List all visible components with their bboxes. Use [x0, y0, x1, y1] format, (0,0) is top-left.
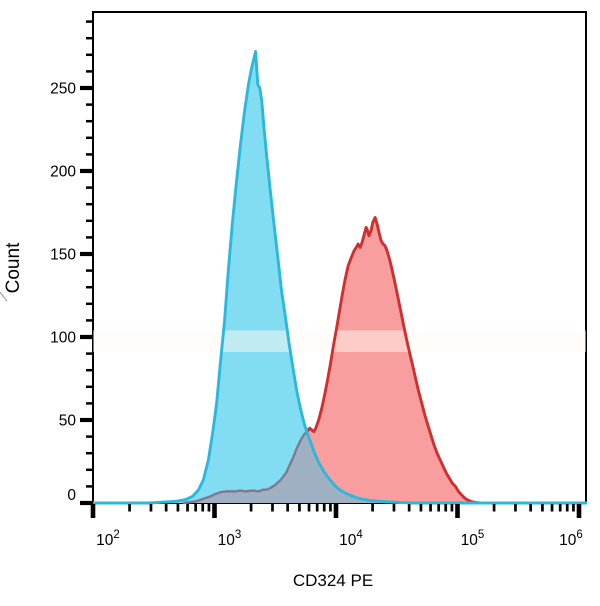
- y-axis-title: Count: [3, 242, 24, 294]
- cyan-curve: [92, 50, 587, 505]
- x-tick-exponent: 3: [235, 529, 241, 541]
- x-tick-base: 10: [461, 532, 479, 549]
- red-fill: [93, 217, 587, 504]
- x-tick-label: 105: [461, 529, 485, 549]
- x-tick-exponent: 6: [576, 529, 582, 541]
- x-tick-base: 10: [559, 532, 577, 549]
- x-tick-label: 103: [218, 529, 242, 549]
- x-tick-base: 10: [339, 532, 357, 549]
- red-curve-tail: [182, 427, 311, 505]
- x-tick-exponent: 2: [113, 529, 119, 541]
- x-tick-base: 10: [96, 532, 114, 549]
- x-axis-title: CD324 PE: [292, 571, 374, 590]
- y-tick-label: 200: [50, 164, 76, 181]
- x-tick-label: 104: [339, 529, 363, 549]
- y-tick-label: 0: [67, 487, 76, 504]
- y-tick-label: 150: [50, 247, 76, 264]
- x-tick-exponent: 5: [478, 529, 484, 541]
- x-tick-exponent: 4: [356, 529, 363, 541]
- stray-mark: [0, 291, 8, 302]
- x-tick-base: 10: [218, 532, 236, 549]
- fill-layer: [93, 51, 587, 504]
- highlight-band: [93, 330, 586, 352]
- red-curve: [305, 216, 482, 505]
- y-tick-label: 250: [50, 81, 76, 98]
- stroke-layer: [92, 50, 587, 505]
- y-tick-label: 50: [59, 413, 77, 430]
- x-tick-label: 106: [559, 529, 583, 549]
- y-tick-label: 100: [50, 330, 76, 347]
- x-tick-label: 102: [96, 529, 120, 549]
